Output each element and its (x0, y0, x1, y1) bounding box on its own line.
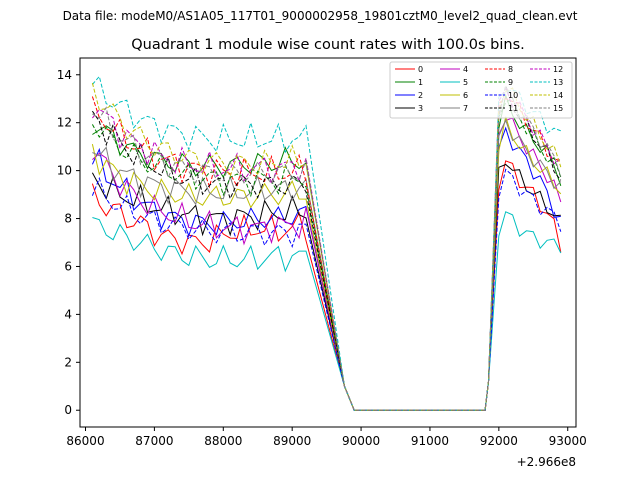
y-tick-label: 14 (57, 68, 72, 82)
legend-label-6: 6 (463, 91, 468, 100)
x-axis: 86000 87000 88000 89000 90000 91000 92000 93000 (66, 427, 587, 448)
legend-label-11: 11 (508, 104, 518, 113)
y-tick-label: 4 (64, 307, 72, 321)
chart-title: Quadrant 1 module wise count rates with … (131, 37, 525, 53)
series-line-14 (91, 82, 562, 411)
y-tick-label: 12 (57, 116, 72, 130)
y-tick-label: 2 (64, 355, 72, 369)
y-tick-label: 6 (64, 259, 72, 273)
legend-label-7: 7 (463, 104, 468, 113)
legend-label-3: 3 (418, 104, 423, 113)
y-axis: 0 2 4 6 8 10 12 14 (57, 68, 80, 417)
data-file-label: Data file: modeM0/AS1A05_117T01_90000029… (63, 9, 578, 23)
legend-label-15: 15 (553, 104, 563, 113)
legend-label-0: 0 (418, 65, 423, 74)
legend-label-2: 2 (418, 91, 423, 100)
x-tick-label: 89000 (273, 434, 311, 448)
legend-label-12: 12 (553, 65, 563, 74)
x-tick-label: 86000 (66, 434, 104, 448)
legend-label-14: 14 (553, 91, 563, 100)
legend-label-1: 1 (418, 78, 423, 87)
series-line-15 (92, 85, 562, 411)
x-tick-label: 92000 (480, 434, 518, 448)
x-tick-label: 93000 (549, 434, 587, 448)
legend-box (389, 61, 573, 119)
y-tick-label: 0 (64, 403, 72, 417)
series-line-12 (92, 87, 562, 411)
plot-lines (91, 75, 562, 411)
legend-label-9: 9 (508, 78, 513, 87)
legend-label-13: 13 (553, 78, 563, 87)
x-tick-label: 90000 (342, 434, 380, 448)
series-line-11 (91, 83, 562, 411)
y-tick-label: 8 (64, 212, 72, 226)
legend-label-10: 10 (508, 91, 518, 100)
x-tick-label: 91000 (411, 434, 449, 448)
legend-label-4: 4 (463, 65, 468, 74)
legend-label-8: 8 (508, 65, 513, 74)
axes-frame (79, 57, 577, 428)
x-tick-label: 87000 (135, 434, 173, 448)
y-tick-label: 10 (57, 164, 72, 178)
legend-label-5: 5 (463, 78, 468, 87)
x-offset-label: +2.966e8 (517, 455, 576, 469)
x-tick-label: 88000 (204, 434, 242, 448)
